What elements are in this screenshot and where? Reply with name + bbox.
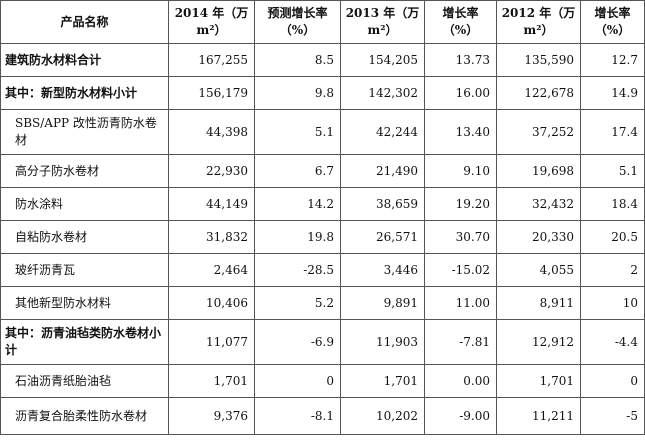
header-2014-growth: 预测增长率（%） — [254, 0, 341, 44]
header-row: 产品名称 2014 年（万 m²） 预测增长率（%） 2013 年（万 m²） … — [0, 0, 645, 44]
value-2014: 11,077 — [168, 319, 255, 365]
growth-2012: -4.4 — [580, 319, 645, 365]
value-2012: 19,698 — [496, 154, 581, 188]
table-row: 沥青复合胎柔性防水卷材 9,376 -8.1 10,202 -9.00 11,2… — [0, 397, 645, 435]
value-2013: 42,244 — [340, 109, 425, 155]
value-2012: 135,590 — [496, 43, 581, 77]
row-name: 自粘防水卷材 — [0, 220, 169, 254]
growth-2014: 5.2 — [254, 286, 341, 320]
growth-2013: 11.00 — [424, 286, 497, 320]
growth-2014: -6.9 — [254, 319, 341, 365]
header-2012: 2012 年（万 m²） — [496, 0, 581, 44]
row-name: SBS/APP 改性沥青防水卷材 — [0, 109, 169, 155]
value-2014: 1,701 — [168, 364, 255, 398]
growth-2012: 17.4 — [580, 109, 645, 155]
growth-2012: -5 — [580, 397, 645, 435]
growth-2013: 0.00 — [424, 364, 497, 398]
growth-2014: 19.8 — [254, 220, 341, 254]
value-2013: 11,903 — [340, 319, 425, 365]
value-2012: 32,432 — [496, 187, 581, 221]
value-2013: 154,205 — [340, 43, 425, 77]
table-row: SBS/APP 改性沥青防水卷材 44,398 5.1 42,244 13.40… — [0, 109, 645, 155]
row-name: 其中：沥青油毡类防水卷材小计 — [0, 319, 169, 365]
growth-2014: 5.1 — [254, 109, 341, 155]
table-row: 玻纤沥青瓦 2,464 -28.5 3,446 -15.02 4,055 2 — [0, 253, 645, 287]
row-name: 玻纤沥青瓦 — [0, 253, 169, 287]
value-2014: 9,376 — [168, 397, 255, 435]
value-2012: 37,252 — [496, 109, 581, 155]
table-row: 其中：新型防水材料小计 156,179 9.8 142,302 16.00 12… — [0, 76, 645, 110]
value-2013: 9,891 — [340, 286, 425, 320]
table-row: 建筑防水材料合计 167,255 8.5 154,205 13.73 135,5… — [0, 43, 645, 77]
table-row: 防水涂料 44,149 14.2 38,659 19.20 32,432 18.… — [0, 187, 645, 221]
table-row: 自粘防水卷材 31,832 19.8 26,571 30.70 20,330 2… — [0, 220, 645, 254]
row-name: 防水涂料 — [0, 187, 169, 221]
row-name: 石油沥青纸胎油毡 — [0, 364, 169, 398]
table-row: 石油沥青纸胎油毡 1,701 0 1,701 0.00 1,701 0 — [0, 364, 645, 398]
value-2012: 1,701 — [496, 364, 581, 398]
value-2012: 11,211 — [496, 397, 581, 435]
growth-2012: 2 — [580, 253, 645, 287]
growth-2012: 5.1 — [580, 154, 645, 188]
header-2014: 2014 年（万 m²） — [168, 0, 255, 44]
growth-2014: 8.5 — [254, 43, 341, 77]
value-2014: 44,398 — [168, 109, 255, 155]
growth-2014: 0 — [254, 364, 341, 398]
growth-2014: 14.2 — [254, 187, 341, 221]
growth-2013: 30.70 — [424, 220, 497, 254]
growth-2014: 9.8 — [254, 76, 341, 110]
growth-2013: -7.81 — [424, 319, 497, 365]
production-table: 产品名称 2014 年（万 m²） 预测增长率（%） 2013 年（万 m²） … — [0, 0, 645, 435]
growth-2014: -28.5 — [254, 253, 341, 287]
row-name: 建筑防水材料合计 — [0, 43, 169, 77]
value-2013: 1,701 — [340, 364, 425, 398]
growth-2012: 20.5 — [580, 220, 645, 254]
growth-2013: -9.00 — [424, 397, 497, 435]
value-2014: 31,832 — [168, 220, 255, 254]
growth-2013: 13.40 — [424, 109, 497, 155]
value-2012: 8,911 — [496, 286, 581, 320]
value-2012: 20,330 — [496, 220, 581, 254]
value-2013: 21,490 — [340, 154, 425, 188]
value-2012: 12,912 — [496, 319, 581, 365]
value-2014: 167,255 — [168, 43, 255, 77]
row-name: 其中：新型防水材料小计 — [0, 76, 169, 110]
growth-2012: 12.7 — [580, 43, 645, 77]
row-name: 沥青复合胎柔性防水卷材 — [0, 397, 169, 435]
value-2014: 2,464 — [168, 253, 255, 287]
value-2012: 4,055 — [496, 253, 581, 287]
row-name: 高分子防水卷材 — [0, 154, 169, 188]
table-row: 其中：沥青油毡类防水卷材小计 11,077 -6.9 11,903 -7.81 … — [0, 319, 645, 365]
header-2012-growth: 增长率（%） — [580, 0, 645, 44]
value-2013: 3,446 — [340, 253, 425, 287]
growth-2014: -8.1 — [254, 397, 341, 435]
growth-2014: 6.7 — [254, 154, 341, 188]
value-2013: 142,302 — [340, 76, 425, 110]
value-2014: 10,406 — [168, 286, 255, 320]
growth-2012: 10 — [580, 286, 645, 320]
value-2012: 122,678 — [496, 76, 581, 110]
table-row: 高分子防水卷材 22,930 6.7 21,490 9.10 19,698 5.… — [0, 154, 645, 188]
growth-2012: 18.4 — [580, 187, 645, 221]
growth-2013: 19.20 — [424, 187, 497, 221]
value-2014: 44,149 — [168, 187, 255, 221]
value-2013: 10,202 — [340, 397, 425, 435]
growth-2013: 16.00 — [424, 76, 497, 110]
value-2014: 156,179 — [168, 76, 255, 110]
growth-2013: 13.73 — [424, 43, 497, 77]
value-2014: 22,930 — [168, 154, 255, 188]
table-row: 其他新型防水材料 10,406 5.2 9,891 11.00 8,911 10 — [0, 286, 645, 320]
header-2013: 2013 年（万 m²） — [340, 0, 425, 44]
growth-2012: 14.9 — [580, 76, 645, 110]
growth-2012: 0 — [580, 364, 645, 398]
growth-2013: -15.02 — [424, 253, 497, 287]
value-2013: 26,571 — [340, 220, 425, 254]
growth-2013: 9.10 — [424, 154, 497, 188]
header-2013-growth: 增长率（%） — [424, 0, 497, 44]
value-2013: 38,659 — [340, 187, 425, 221]
header-product-name: 产品名称 — [0, 0, 169, 44]
row-name: 其他新型防水材料 — [0, 286, 169, 320]
